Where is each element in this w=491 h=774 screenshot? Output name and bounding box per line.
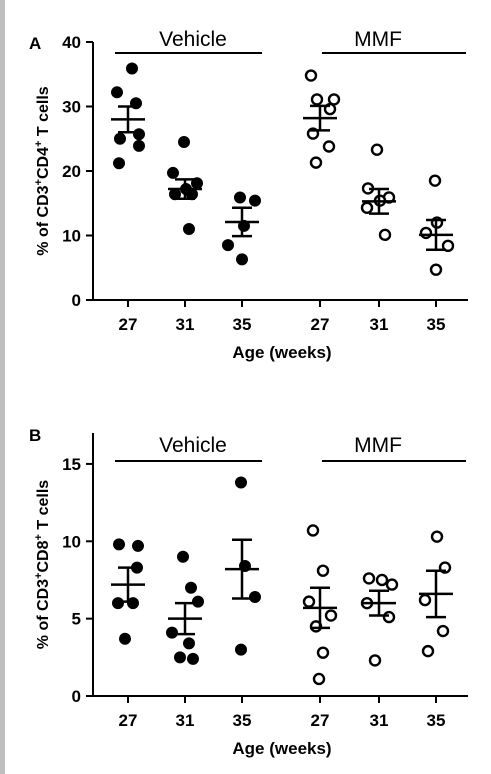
y-tick-label: 20 [62,162,81,181]
x-tick-label: 35 [427,315,446,334]
y-tick-label: 15 [62,455,81,474]
y-tick-label: 10 [62,532,81,551]
x-tick-label: 31 [176,711,195,730]
data-point-filled [192,595,204,608]
data-point-filled [178,135,190,148]
data-point-open [428,174,442,187]
x-axis-label: Age (weeks) [232,343,331,362]
data-point-open [322,140,336,153]
y-axis-label: % of CD3+CD4+ T cells [33,86,52,255]
data-point-open [309,156,323,169]
data-point-open [362,572,376,585]
data-point-open [310,93,324,106]
data-point-filled [174,651,186,664]
data-point-filled [235,476,247,489]
group-label: Vehicle [159,28,227,51]
group-label-bg [330,432,426,456]
data-point-open [378,228,392,242]
data-point-open [385,578,399,591]
x-tick-label: 35 [233,315,252,334]
data-point-filled [133,128,145,141]
x-tick-label: 31 [176,315,195,334]
data-point-filled [167,166,179,179]
data-point-open [312,672,326,686]
data-point-filled [119,632,131,645]
data-point-filled [166,626,178,639]
y-tick-label: 30 [62,98,81,117]
data-point-filled [222,239,234,252]
data-point-filled [112,597,124,610]
data-point-open [316,646,330,659]
x-tick-label: 27 [311,315,330,334]
y-axis-label: % of CD3+CD8+ T cells [33,480,52,649]
data-point-filled [187,652,199,665]
data-point-open [419,226,433,240]
panel-a: A 0 10 20 30 40 27 31 35 27 31 35 Age (weeks) % of CD… [29,26,468,362]
data-point-filled [177,550,189,563]
x-tick-label: 31 [370,315,389,334]
data-point-filled [234,191,246,204]
y-tick-label: 5 [72,610,81,629]
x-tick-label: 31 [370,711,389,730]
group-label-bg [145,432,241,456]
data-point-open [316,564,330,577]
data-point-filled [126,62,138,75]
data-point-filled [249,194,261,207]
x-tick-label: 35 [427,711,446,730]
data-point-filled [114,132,126,145]
data-point-open [368,654,382,667]
y-tick-label: 10 [62,227,81,246]
y-tick-label: 40 [62,33,81,52]
data-point-open [382,610,396,624]
data-point-filled [113,157,125,170]
group-label: MMF [354,434,402,457]
data-point-open [441,239,455,253]
data-point-filled [113,538,125,551]
x-tick-label: 27 [311,711,330,730]
x-tick-label: 35 [233,711,252,730]
data-point-open [304,69,318,82]
data-point-open [360,201,374,214]
data-point-filled [183,223,195,236]
panel-letter: B [29,426,41,445]
data-point-open [418,593,432,607]
data-point-open [375,573,389,587]
data-point-open [324,609,338,622]
x-tick-label: 27 [119,315,138,334]
data-point-filled [236,253,248,266]
data-point-filled [249,590,261,603]
y-tick-label: 0 [72,687,81,706]
panel-b: B 0 5 10 15 27 31 35 27 31 35 Age (weeks) % of CD3+C… [29,426,468,758]
data-point-filled [185,581,197,594]
group-label: Vehicle [159,434,227,457]
data-point-open [429,263,443,276]
group-label-bg [145,26,241,50]
data-point-filled [132,539,144,552]
data-point-open [302,595,316,608]
data-point-open [430,530,444,543]
data-point-open [436,624,450,638]
data-point-filled [235,643,247,656]
x-tick-label: 27 [119,711,138,730]
y-tick-label: 0 [72,291,81,310]
data-point-filled [111,86,123,99]
data-point-open [370,143,384,156]
data-point-open [421,644,435,658]
x-axis-label: Age (weeks) [232,739,331,758]
data-point-filled [183,637,195,650]
panel-letter: A [29,34,41,53]
group-label: MMF [354,28,402,51]
data-point-open [306,524,320,537]
data-point-filled [133,139,145,152]
group-label-bg [330,26,426,50]
